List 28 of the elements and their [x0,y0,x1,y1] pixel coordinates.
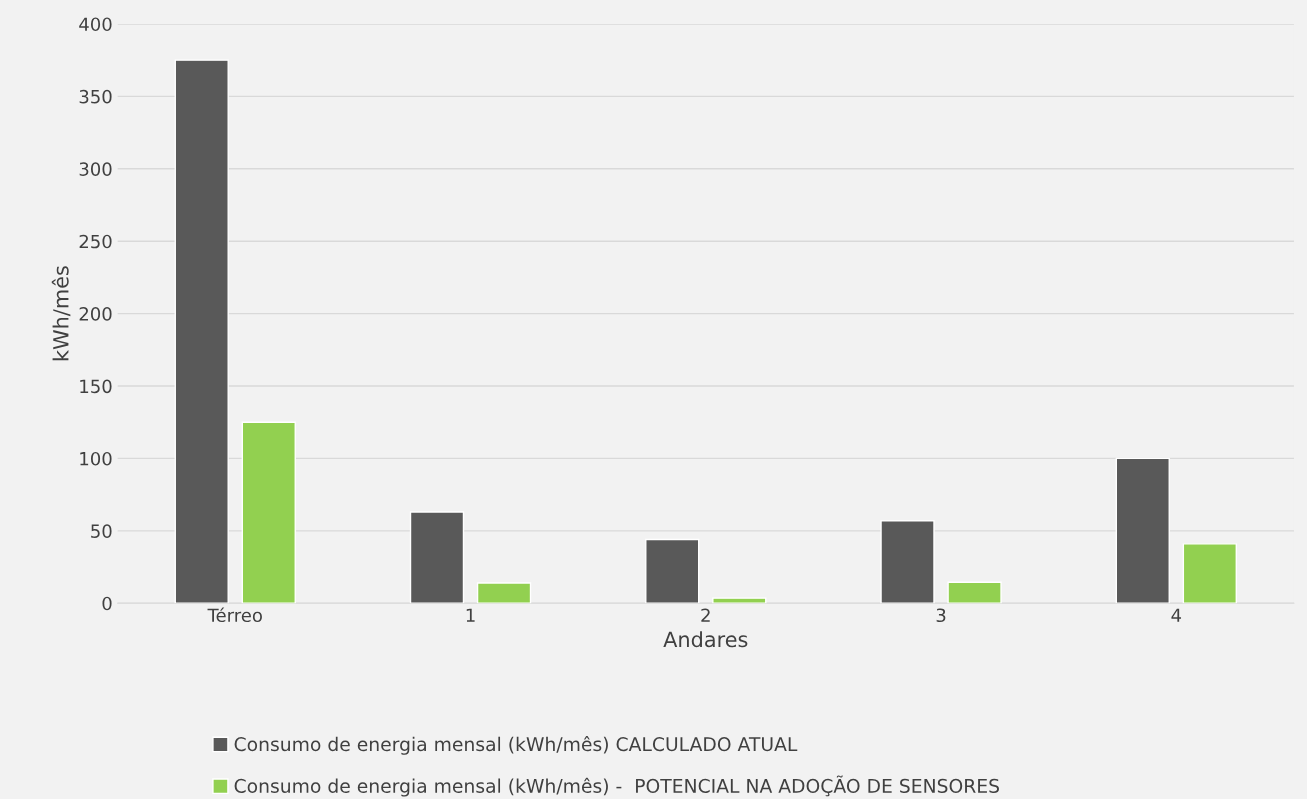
bar [947,581,1002,604]
x-tick-label: 1 [466,608,475,622]
y-tick-label: 250 [79,234,112,249]
legend-label: Consumo de energia mensal (kWh/mês) CALCULADO ATUAL [234,735,798,755]
y-tick-label: 150 [80,379,112,394]
y-axis-title: kWh/mês [51,266,71,361]
bar [712,597,767,604]
x-axis-title: Andares [663,631,748,648]
y-tick-label: 100 [80,451,112,466]
bar [880,520,935,604]
x-tick-label: 3 [936,608,946,623]
bar [174,59,229,604]
y-tick-label: 400 [79,17,112,32]
bar [645,538,700,604]
bar [409,511,465,604]
y-tick-label: 350 [79,89,112,104]
y-tick-label: 50 [91,524,112,538]
legend-label: Consumo de energia mensal (kWh/mês) - POTENCIAL NA ADOÇÃO DE SENSORES [234,775,999,797]
y-tick-label: 200 [79,307,112,321]
y-tick-label: 0 [102,596,112,611]
bar [1115,457,1170,604]
bar [241,421,296,604]
bar [1182,543,1237,604]
bar [476,582,532,604]
x-tick-label: Térreo [207,607,262,623]
x-tick-label: 2 [701,608,710,622]
y-tick-label: 300 [79,162,112,176]
x-tick-label: 4 [1171,608,1182,622]
